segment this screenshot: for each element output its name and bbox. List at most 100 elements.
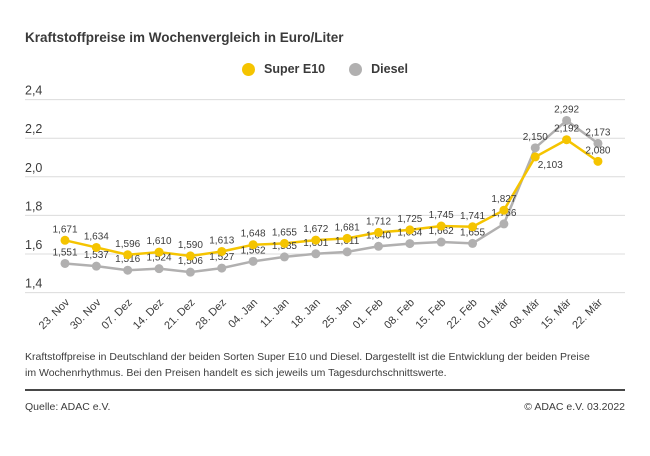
y-tick-label: 2,4 (25, 84, 42, 98)
data-label: 2,173 (585, 127, 610, 138)
data-point-diesel (279, 252, 289, 262)
data-label: 1,725 (397, 214, 422, 225)
footer-divider (25, 389, 625, 391)
data-point-super-e10 (60, 235, 70, 245)
data-point-super-e10 (593, 156, 603, 166)
data-point-super-e10 (185, 251, 195, 261)
data-label: 2,103 (538, 160, 563, 171)
data-label: 1,655 (460, 227, 485, 238)
data-point-super-e10 (436, 221, 446, 231)
data-label: 1,613 (209, 235, 234, 246)
legend-marker-super-e10-icon (242, 62, 255, 76)
data-point-diesel (562, 115, 572, 125)
legend-label-diesel: Diesel (371, 62, 408, 76)
x-tick-label: 22. Feb (445, 297, 480, 332)
data-point-diesel (405, 239, 415, 249)
data-point-diesel (342, 247, 352, 257)
data-point-super-e10 (248, 240, 258, 250)
x-tick-label: 22. Mär (570, 296, 605, 331)
data-point-super-e10 (311, 235, 321, 245)
line-super-e10 (64, 138, 599, 258)
data-point-super-e10 (154, 247, 164, 257)
data-point-diesel (154, 264, 164, 274)
data-label: 1,562 (241, 245, 266, 256)
data-point-super-e10 (499, 205, 509, 215)
data-label: 1,648 (241, 229, 266, 240)
data-label: 1,634 (84, 231, 109, 242)
legend-item-super-e10: Super E10 (242, 62, 325, 76)
chart-description: Kraftstoffpreise in Deutschland der beid… (25, 351, 590, 379)
data-point-super-e10 (91, 242, 101, 252)
chart-legend: Super E10 Diesel (0, 62, 650, 76)
legend-item-diesel: Diesel (349, 62, 408, 76)
data-point-super-e10 (217, 246, 227, 256)
data-label: 1,610 (147, 236, 172, 247)
x-tick-label: 11. Jan (258, 297, 291, 330)
data-point-diesel (374, 241, 383, 251)
data-label: 2,192 (554, 124, 579, 135)
data-point-super-e10 (562, 135, 572, 145)
legend-label-super-e10: Super E10 (264, 62, 326, 76)
x-tick-label: 18. Jan (289, 297, 323, 331)
data-label: 1,524 (147, 253, 172, 264)
data-label: 1,741 (460, 211, 485, 222)
data-label: 1,516 (115, 254, 140, 265)
y-tick-label: 1,4 (25, 277, 42, 291)
data-point-super-e10 (468, 222, 478, 232)
data-point-diesel (185, 267, 195, 277)
x-tick-label: 07. Dez (100, 297, 135, 332)
data-label: 2,150 (523, 132, 548, 143)
data-point-diesel (593, 138, 603, 148)
y-tick-label: 2,2 (25, 122, 42, 136)
x-tick-label: 25. Jan (320, 297, 354, 331)
x-tick-label: 14. Dez (131, 297, 166, 332)
y-tick-label: 1,8 (25, 199, 42, 213)
x-tick-label: 28. Dez (194, 297, 229, 332)
data-point-diesel (217, 263, 227, 273)
data-point-diesel (123, 265, 133, 275)
data-point-super-e10 (279, 238, 289, 248)
data-point-super-e10 (530, 152, 540, 162)
data-point-diesel (311, 249, 321, 259)
data-point-diesel (436, 237, 446, 247)
data-label: 1,671 (52, 224, 77, 235)
x-tick-label: 04. Jan (226, 297, 260, 331)
data-point-super-e10 (123, 250, 133, 260)
data-label: 1,712 (366, 216, 391, 227)
data-point-super-e10 (342, 233, 352, 243)
x-tick-label: 23. Nov (37, 296, 73, 332)
data-point-diesel (499, 219, 509, 229)
x-tick-label: 15. Mär (539, 296, 574, 331)
x-tick-label: 08. Mär (508, 296, 543, 331)
data-label: 1,745 (429, 210, 454, 221)
data-label: 1,827 (491, 194, 516, 205)
data-label: 1,655 (272, 227, 297, 238)
data-label: 1,596 (115, 239, 140, 250)
data-label: 1,681 (335, 222, 360, 233)
data-label: 2,080 (585, 145, 610, 156)
source-text: Quelle: ADAC e.V. (25, 401, 111, 413)
data-point-super-e10 (405, 225, 415, 235)
data-point-diesel (248, 256, 258, 266)
data-label: 1,551 (52, 247, 77, 258)
chart-title: Kraftstoffpreise im Wochenvergleich in E… (25, 30, 344, 45)
data-label: 1,662 (429, 226, 454, 237)
y-tick-label: 1,6 (25, 238, 42, 252)
copyright-text: © ADAC e.V. 03.2022 (524, 401, 625, 413)
y-tick-label: 2,0 (25, 161, 42, 175)
data-label: 1,672 (303, 224, 328, 235)
x-tick-label: 01. Feb (351, 297, 386, 332)
x-tick-label: 01. Mär (476, 296, 511, 331)
data-label: 1,537 (84, 250, 109, 261)
data-label: 1,506 (178, 256, 203, 267)
x-tick-label: 30. Nov (68, 296, 104, 332)
data-point-diesel (91, 261, 101, 271)
legend-marker-diesel-icon (349, 62, 363, 76)
data-point-diesel (60, 258, 70, 268)
footer: Quelle: ADAC e.V. © ADAC e.V. 03.2022 (25, 401, 625, 413)
data-label: 1,527 (209, 252, 234, 263)
x-tick-label: 08. Feb (382, 297, 417, 332)
data-point-diesel (530, 143, 540, 153)
